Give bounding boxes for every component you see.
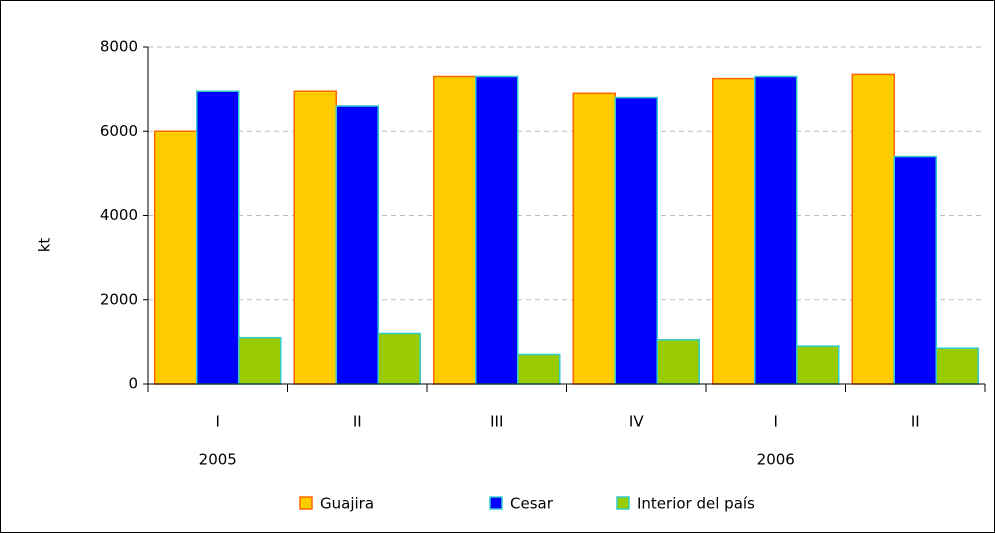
bar — [154, 130, 198, 385]
bar — [517, 353, 561, 385]
x-tick-label: II — [353, 413, 362, 431]
x-tick-label: I — [216, 413, 220, 431]
x-tick-label: I — [774, 413, 778, 431]
legend-swatch — [489, 496, 503, 510]
y-tick-label: 6000 — [100, 122, 138, 140]
x-tick-label: III — [490, 413, 503, 431]
bar — [196, 90, 240, 385]
legend-label: Cesar — [510, 495, 554, 513]
y-tick-label: 8000 — [100, 38, 138, 56]
bar — [433, 75, 477, 385]
bar — [238, 336, 282, 385]
x-tick-label: II — [911, 413, 920, 431]
legend-label: Interior del país — [637, 495, 755, 513]
legend-label: Guajira — [320, 495, 374, 513]
year-label: 2006 — [757, 451, 795, 469]
y-tick-label: 0 — [128, 375, 138, 393]
bar — [754, 75, 798, 385]
x-tick-label: IV — [629, 413, 644, 431]
bar — [377, 332, 421, 385]
y-tick-label: 2000 — [100, 290, 138, 308]
bar — [851, 73, 895, 385]
bar — [656, 339, 700, 385]
bar — [335, 105, 379, 385]
bar — [614, 96, 658, 385]
bar — [475, 75, 519, 385]
bar — [796, 345, 840, 385]
y-axis-label: kt — [36, 238, 54, 253]
bar — [935, 347, 979, 385]
y-tick-label: 4000 — [100, 206, 138, 224]
legend-swatch — [616, 496, 630, 510]
year-label: 2005 — [199, 451, 237, 469]
legend-swatch — [299, 496, 313, 510]
bar — [572, 92, 616, 385]
bar — [712, 77, 756, 385]
bar — [893, 155, 937, 385]
bar — [293, 90, 337, 385]
